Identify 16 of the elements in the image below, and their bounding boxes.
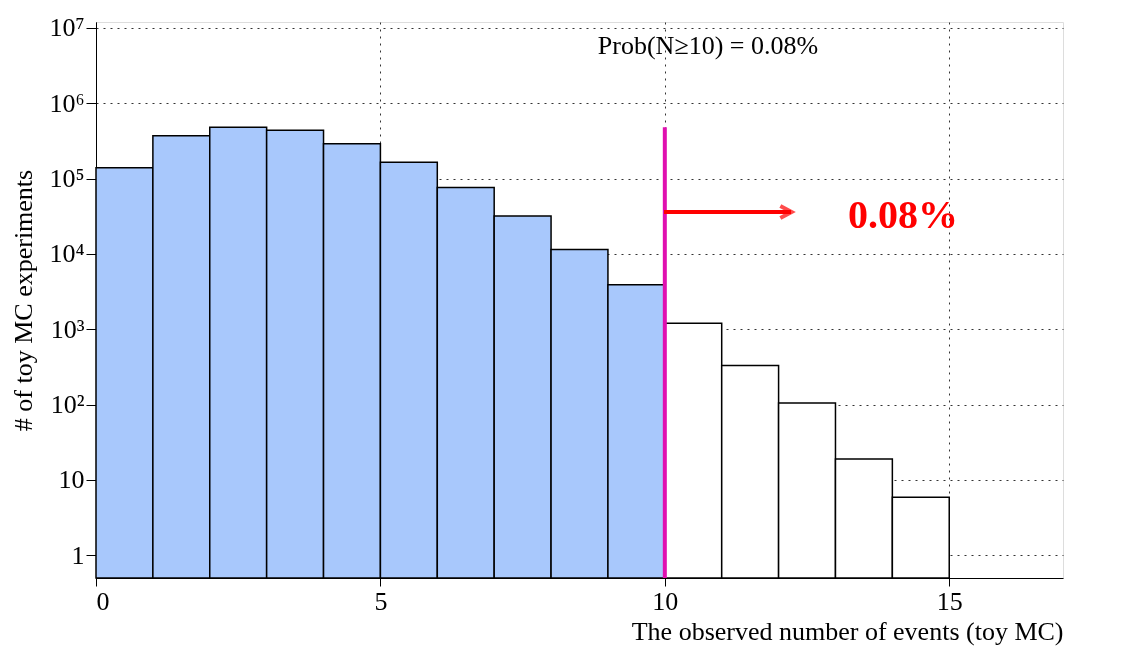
y-tick-label: 10⁶ (49, 88, 85, 118)
y-tick-label: 1 (71, 540, 85, 570)
y-tick-label: 10² (50, 390, 85, 420)
x-tick-label: 0 (96, 586, 110, 616)
y-tick-label: 10³ (50, 314, 85, 344)
x-tick-label: 10 (652, 586, 679, 616)
annotation: Prob(N≥10) = 0.08% (597, 31, 819, 60)
x-tick-label: 5 (374, 586, 388, 616)
y-tick-label: 10⁴ (49, 239, 85, 269)
y-tick-label: 10 (58, 465, 85, 495)
x-axis-title: The observed number of events (toy MC) (631, 616, 1064, 646)
y-tick-label: 10⁷ (49, 13, 85, 43)
y-tick-label: 10⁵ (49, 164, 85, 194)
annotation: 0.08% (848, 192, 958, 237)
x-tick-label: 15 (936, 586, 963, 616)
y-axis-title: # of toy MC experiments (9, 169, 39, 432)
